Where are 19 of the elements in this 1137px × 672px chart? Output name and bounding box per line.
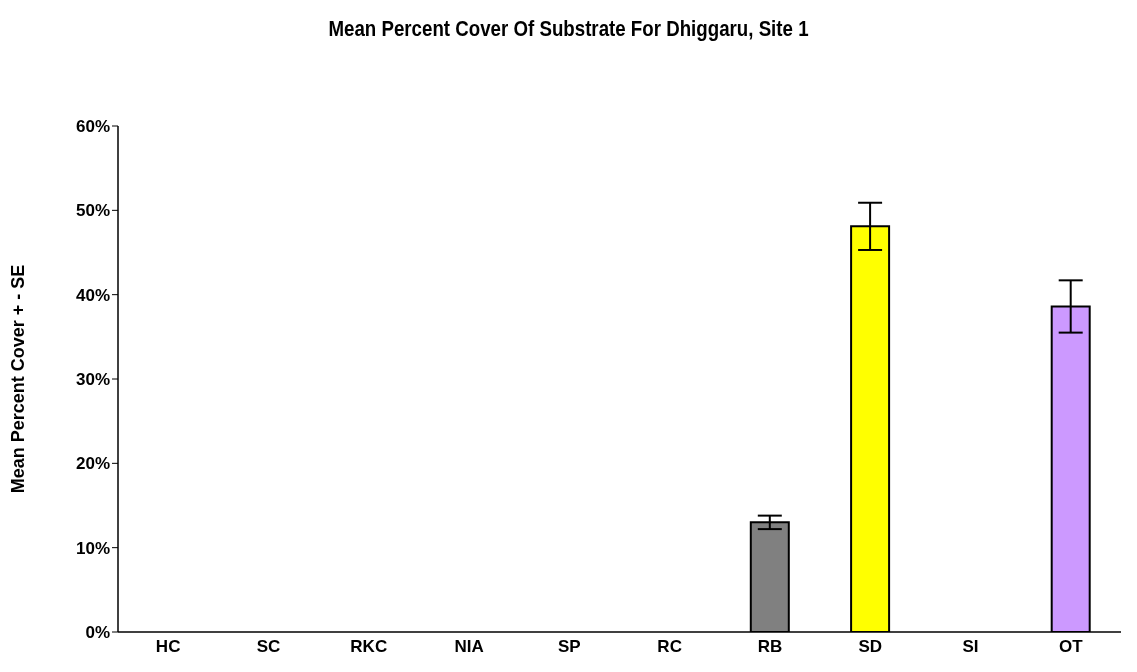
x-tick-label: SC (256, 637, 281, 657)
y-tick-label: 30% (75, 370, 110, 390)
x-tick-label: NIA (454, 637, 484, 657)
x-tick-label: OT (1059, 637, 1084, 657)
y-tick-label: 20% (75, 454, 110, 474)
y-tick-label: 0% (85, 623, 110, 643)
x-tick-label: RB (757, 637, 783, 657)
x-tick-label: SD (858, 637, 883, 657)
y-tick-label: 40% (75, 285, 110, 305)
x-tick-label: SI (962, 637, 979, 657)
y-tick-label: 10% (75, 538, 110, 558)
chart-title: Mean Percent Cover Of Substrate For Dhiggaru, Site 1 (327, 15, 810, 43)
x-tick-label: HC (155, 637, 181, 657)
x-tick-label: SP (558, 637, 581, 657)
x-tick-label: RC (657, 637, 682, 657)
y-tick-label: 50% (75, 201, 110, 221)
x-tick-label: RKC (350, 637, 388, 657)
y-tick-label: 60% (75, 117, 110, 137)
y-axis-title: Mean Percent Cover + - SE (8, 264, 29, 494)
